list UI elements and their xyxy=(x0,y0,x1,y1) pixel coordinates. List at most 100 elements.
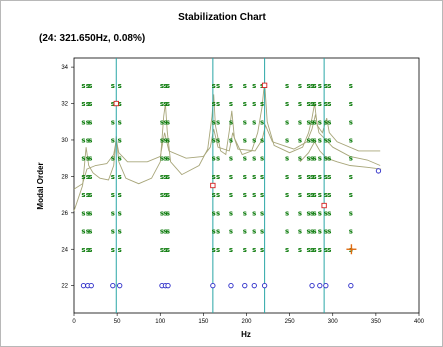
ticks-layer: 0 50 100 150 200 250 300 350 400 22 24 26 28 30 32 34 xyxy=(61,65,424,325)
stable-marker: s xyxy=(324,173,328,181)
stable-marker: s xyxy=(88,155,92,163)
stable-marker: s xyxy=(318,228,322,236)
selection-annotation: (24: 321.650Hz, 0.08%) xyxy=(39,33,145,44)
y-axis-label: Modal Order xyxy=(36,162,45,209)
x-tick-label: 400 xyxy=(414,319,425,325)
frequency-circle xyxy=(317,283,323,289)
stable-marker: s xyxy=(298,191,302,199)
stable-marker: s xyxy=(81,100,85,108)
stable-marker: s xyxy=(166,118,170,126)
stable-marker: s xyxy=(243,246,247,254)
stable-marker: s xyxy=(327,118,331,126)
stable-marker: s xyxy=(212,100,216,108)
stable-marker: s xyxy=(260,209,264,217)
x-tick-label: 150 xyxy=(198,319,209,325)
stable-marker: s xyxy=(160,118,164,126)
stable-marker: s xyxy=(160,136,164,144)
stable-marker: s xyxy=(307,246,311,254)
stable-marker: s xyxy=(160,228,164,236)
stable-marker: s xyxy=(212,136,216,144)
stable-marker: s xyxy=(307,100,311,108)
stable-marker: s xyxy=(324,82,328,90)
stable-marker: s xyxy=(111,155,115,163)
stable-marker: s xyxy=(216,155,220,163)
x-tick-label: 300 xyxy=(328,319,339,325)
stable-marker: s xyxy=(349,136,353,144)
stable-marker: s xyxy=(118,246,122,254)
stable-marker: s xyxy=(212,209,216,217)
stable-marker: s xyxy=(212,246,216,254)
stable-marker: s xyxy=(229,191,233,199)
stable-marker: s xyxy=(160,191,164,199)
stable-marker: s xyxy=(118,209,122,217)
stable-marker: s xyxy=(298,82,302,90)
stable-marker: s xyxy=(81,209,85,217)
stable-marker: s xyxy=(118,82,122,90)
stable-marker: s xyxy=(160,173,164,181)
stable-marker: s xyxy=(307,228,311,236)
unstable-marker xyxy=(113,100,119,107)
stable-marker: s xyxy=(81,228,85,236)
stable-marker: s xyxy=(163,246,167,254)
stable-marker: s xyxy=(260,191,264,199)
stable-marker: s xyxy=(318,118,322,126)
frequency-circle xyxy=(165,283,171,289)
stable-marker: s xyxy=(313,118,317,126)
stable-marker: s xyxy=(327,246,331,254)
stable-marker: s xyxy=(163,118,167,126)
stable-marker: s xyxy=(243,118,247,126)
stable-marker: s xyxy=(166,82,170,90)
stable-marker: s xyxy=(243,191,247,199)
stable-marker: s xyxy=(111,246,115,254)
stable-marker: s xyxy=(88,191,92,199)
curves-layer xyxy=(73,81,382,212)
stable-marker: s xyxy=(252,100,256,108)
stable-marker: s xyxy=(111,118,115,126)
stable-marker: s xyxy=(307,82,311,90)
stable-marker: s xyxy=(86,100,90,108)
x-axis-label: Hz xyxy=(241,330,251,339)
stable-marker: s xyxy=(310,118,314,126)
stable-marker: s xyxy=(349,118,353,126)
damping-curve xyxy=(73,81,381,212)
stable-marker: s xyxy=(313,136,317,144)
stable-marker: s xyxy=(252,136,256,144)
stable-marker: s xyxy=(88,246,92,254)
stable-marker: s xyxy=(318,100,322,108)
stable-marker: s xyxy=(86,173,90,181)
stable-marker: s xyxy=(285,228,289,236)
stable-marker: s xyxy=(212,82,216,90)
stable-marker: s xyxy=(212,155,216,163)
stable-marker: s xyxy=(307,173,311,181)
stable-marker: s xyxy=(310,191,314,199)
frequency-circle xyxy=(251,283,257,289)
stable-marker: s xyxy=(310,155,314,163)
stable-marker: s xyxy=(118,100,122,108)
stable-marker: s xyxy=(88,228,92,236)
stable-marker: s xyxy=(298,246,302,254)
stable-marker: s xyxy=(212,173,216,181)
x-tick-label: 250 xyxy=(285,319,296,325)
y-tick-label: 32 xyxy=(61,102,68,108)
stable-marker: s xyxy=(216,191,220,199)
frequency-circle xyxy=(117,283,123,289)
stable-marker: s xyxy=(307,155,311,163)
stable-marker: s xyxy=(252,246,256,254)
stable-marker: s xyxy=(163,100,167,108)
stable-marker: s xyxy=(88,173,92,181)
stable-marker: s xyxy=(310,246,314,254)
damping-curve xyxy=(299,140,382,170)
stable-marker: s xyxy=(349,82,353,90)
stable-marker: s xyxy=(324,155,328,163)
stable-marker: s xyxy=(166,191,170,199)
x-tick-label: 100 xyxy=(155,319,166,325)
stable-marker: s xyxy=(318,155,322,163)
stable-marker: s xyxy=(86,191,90,199)
stable-marker: s xyxy=(327,191,331,199)
frequency-circle xyxy=(375,168,382,174)
stable-marker: s xyxy=(118,136,122,144)
stable-marker: s xyxy=(285,118,289,126)
stable-marker: s xyxy=(252,118,256,126)
stable-marker: s xyxy=(111,228,115,236)
